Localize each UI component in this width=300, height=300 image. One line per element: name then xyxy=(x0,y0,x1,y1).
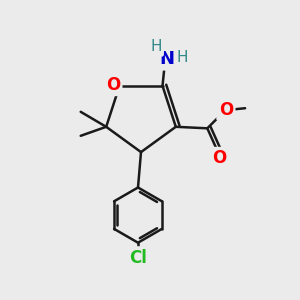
Text: O: O xyxy=(219,101,233,119)
Text: Cl: Cl xyxy=(129,249,147,267)
Text: O: O xyxy=(212,149,226,167)
Text: H: H xyxy=(150,39,162,54)
Text: H: H xyxy=(176,50,188,65)
Text: N: N xyxy=(159,50,174,68)
Text: O: O xyxy=(106,76,120,94)
